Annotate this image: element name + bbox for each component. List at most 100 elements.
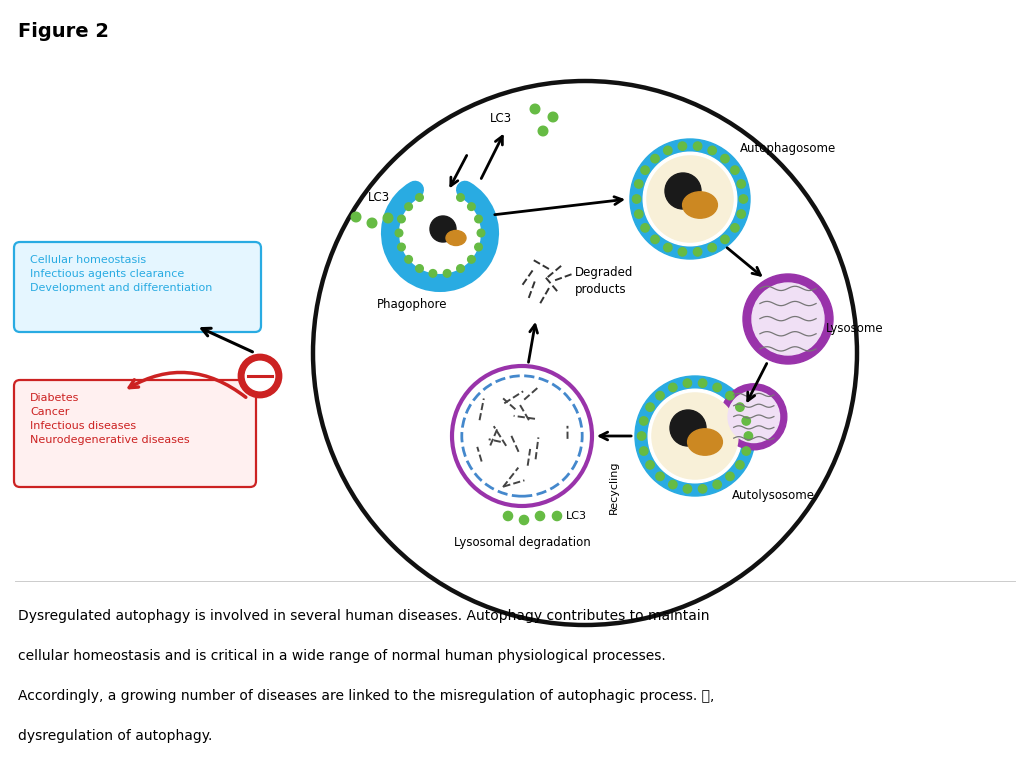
Circle shape	[698, 485, 707, 493]
Circle shape	[678, 247, 687, 256]
Circle shape	[475, 215, 482, 223]
Circle shape	[737, 180, 746, 188]
FancyBboxPatch shape	[14, 380, 256, 487]
Circle shape	[665, 173, 701, 209]
Text: Degraded
products: Degraded products	[575, 266, 633, 296]
Circle shape	[721, 384, 787, 449]
Circle shape	[351, 212, 360, 222]
Circle shape	[742, 447, 751, 455]
Circle shape	[646, 460, 654, 469]
Circle shape	[519, 515, 528, 524]
Circle shape	[652, 393, 739, 479]
Circle shape	[663, 146, 672, 155]
Text: LC3: LC3	[566, 511, 587, 521]
Circle shape	[683, 379, 691, 387]
Text: Lysosome: Lysosome	[826, 322, 884, 335]
Circle shape	[745, 432, 753, 440]
Circle shape	[663, 244, 672, 252]
Circle shape	[730, 224, 740, 232]
Circle shape	[670, 410, 706, 446]
Circle shape	[239, 355, 281, 397]
Circle shape	[698, 379, 707, 387]
Text: Dysregulated autophagy is involved in several human diseases. Autophagy contribu: Dysregulated autophagy is involved in se…	[18, 609, 710, 623]
Circle shape	[728, 391, 780, 443]
Circle shape	[740, 195, 748, 204]
Text: Diabetes
Cancer
Infectious diseases
Neurodegenerative diseases: Diabetes Cancer Infectious diseases Neur…	[30, 393, 190, 445]
Circle shape	[536, 511, 545, 520]
Text: Phagophore: Phagophore	[377, 298, 447, 311]
Circle shape	[721, 235, 729, 244]
Circle shape	[668, 383, 677, 392]
Circle shape	[743, 274, 833, 364]
Circle shape	[668, 480, 677, 489]
Circle shape	[443, 270, 451, 278]
Circle shape	[656, 392, 664, 400]
Text: Lysosomal degradation: Lysosomal degradation	[453, 536, 590, 549]
Circle shape	[713, 383, 721, 392]
Circle shape	[651, 154, 659, 163]
Ellipse shape	[683, 192, 718, 218]
Circle shape	[245, 362, 275, 391]
Circle shape	[504, 511, 513, 520]
Circle shape	[634, 210, 643, 218]
Circle shape	[548, 113, 558, 122]
Circle shape	[632, 195, 641, 204]
Circle shape	[651, 235, 659, 244]
Text: LC3: LC3	[490, 113, 512, 126]
Circle shape	[752, 283, 824, 355]
Circle shape	[475, 243, 482, 251]
Text: Figure 2: Figure 2	[18, 22, 109, 41]
Circle shape	[456, 264, 465, 272]
Circle shape	[678, 142, 687, 150]
Circle shape	[647, 156, 733, 242]
Circle shape	[648, 389, 742, 483]
Circle shape	[634, 180, 643, 188]
Circle shape	[416, 194, 423, 201]
Text: cellular homeostasis and is critical in a wide range of normal human physiologic: cellular homeostasis and is critical in …	[18, 649, 665, 663]
Circle shape	[656, 472, 664, 480]
Circle shape	[708, 146, 717, 155]
Circle shape	[638, 432, 646, 440]
Circle shape	[468, 203, 475, 210]
Text: Accordingly, a growing number of diseases are linked to the misregulation of aut: Accordingly, a growing number of disease…	[18, 689, 715, 703]
Circle shape	[726, 392, 734, 400]
Text: Autolysosome: Autolysosome	[731, 490, 815, 503]
Circle shape	[464, 378, 580, 494]
Circle shape	[640, 447, 648, 455]
Circle shape	[396, 229, 403, 237]
Circle shape	[643, 152, 736, 246]
Circle shape	[383, 214, 392, 223]
Circle shape	[641, 224, 649, 232]
Circle shape	[636, 376, 755, 496]
Text: Recycling: Recycling	[609, 461, 619, 514]
Circle shape	[368, 218, 377, 227]
Circle shape	[735, 460, 744, 469]
Circle shape	[430, 216, 456, 242]
Circle shape	[430, 270, 437, 278]
Circle shape	[730, 166, 740, 174]
Text: Autophagosome: Autophagosome	[740, 143, 836, 156]
FancyBboxPatch shape	[14, 242, 261, 332]
Circle shape	[641, 166, 649, 174]
Circle shape	[552, 511, 561, 520]
Circle shape	[477, 229, 485, 237]
Circle shape	[742, 417, 751, 425]
Circle shape	[708, 244, 717, 252]
Circle shape	[693, 142, 701, 150]
Circle shape	[398, 243, 405, 251]
Circle shape	[398, 215, 405, 223]
Circle shape	[693, 247, 701, 256]
Text: dysregulation of autophagy.: dysregulation of autophagy.	[18, 729, 212, 743]
Circle shape	[630, 139, 750, 259]
Circle shape	[737, 210, 746, 218]
Text: LC3: LC3	[368, 191, 390, 204]
Circle shape	[405, 255, 412, 263]
Circle shape	[640, 417, 648, 425]
Circle shape	[539, 126, 548, 136]
Circle shape	[713, 480, 721, 489]
Circle shape	[456, 194, 465, 201]
Circle shape	[683, 485, 691, 493]
Circle shape	[530, 104, 540, 114]
Ellipse shape	[446, 231, 466, 245]
Circle shape	[646, 403, 654, 412]
